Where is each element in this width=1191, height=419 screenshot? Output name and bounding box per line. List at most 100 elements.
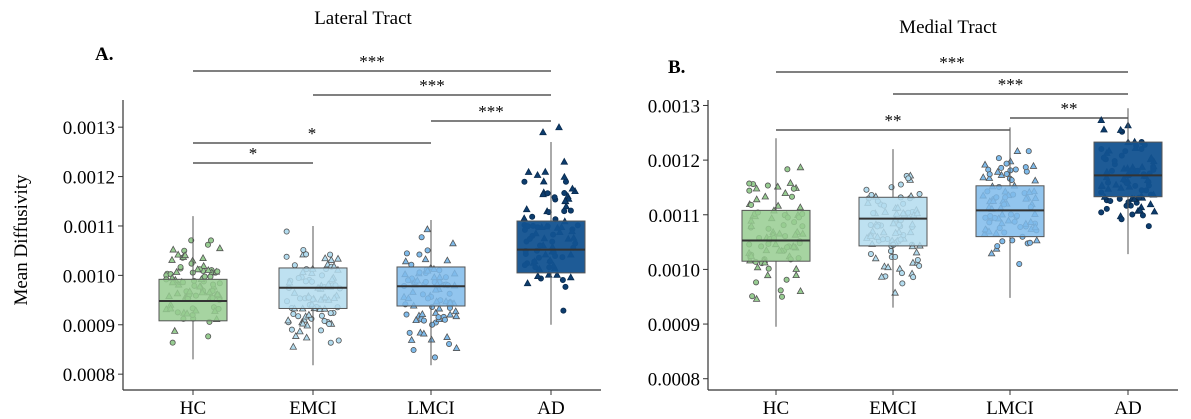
data-point	[551, 194, 558, 201]
data-point	[786, 178, 795, 186]
y-tick-label: 0.0008	[648, 370, 700, 391]
data-point	[781, 189, 790, 196]
data-point	[1103, 205, 1110, 212]
x-tick-label: EMCI	[289, 398, 337, 419]
data-point	[431, 308, 440, 316]
y-tick-label: 0.0010	[63, 266, 115, 287]
data-point	[792, 271, 801, 279]
data-point	[914, 256, 921, 263]
data-point	[778, 293, 785, 300]
data-point	[403, 311, 410, 318]
data-point	[283, 228, 290, 235]
data-point	[998, 164, 1005, 171]
data-point	[792, 264, 801, 272]
y-tick-label: 0.0011	[63, 217, 115, 238]
data-point	[777, 287, 784, 294]
data-point	[995, 155, 1002, 162]
data-point	[887, 248, 894, 255]
data-point	[452, 312, 461, 320]
data-point	[327, 255, 336, 263]
data-point	[788, 193, 795, 200]
data-point	[559, 277, 566, 284]
data-point	[214, 268, 221, 275]
data-point	[1116, 125, 1125, 133]
data-point	[524, 167, 533, 175]
data-point	[979, 173, 988, 181]
data-point	[993, 167, 1002, 175]
data-point	[899, 280, 906, 287]
data-point	[1025, 148, 1032, 155]
data-point	[431, 354, 438, 361]
data-point	[201, 273, 208, 280]
data-point	[790, 185, 797, 192]
x-tick-label: LMCI	[407, 398, 455, 419]
data-point	[523, 279, 532, 287]
y-tick-label: 0.0013	[63, 118, 115, 139]
data-point	[763, 271, 772, 279]
y-tick-label: 0.0012	[63, 168, 115, 189]
data-point	[544, 270, 553, 278]
data-point	[520, 214, 529, 222]
data-point	[429, 321, 436, 328]
data-point	[541, 167, 550, 175]
data-point	[752, 294, 761, 302]
data-point	[204, 265, 213, 273]
data-point	[199, 261, 208, 269]
data-point	[424, 247, 431, 254]
data-point	[999, 238, 1006, 245]
data-point	[561, 196, 570, 204]
data-point	[752, 195, 761, 203]
significance-label: **	[885, 111, 902, 130]
data-point	[562, 178, 569, 185]
data-point	[796, 203, 805, 211]
data-point	[746, 187, 753, 194]
data-point	[410, 347, 417, 354]
data-point	[560, 307, 567, 314]
data-point	[406, 329, 413, 336]
data-point	[1136, 206, 1144, 214]
y-tick-label: 0.0010	[648, 260, 700, 281]
data-point	[521, 178, 528, 185]
data-point	[783, 276, 790, 283]
data-point	[753, 279, 760, 286]
data-point	[321, 254, 330, 262]
data-point	[1012, 166, 1019, 173]
data-point	[1146, 200, 1155, 208]
x-tick-label: LMCI	[986, 398, 1034, 419]
data-point	[169, 339, 176, 346]
data-point	[420, 317, 427, 324]
data-point	[207, 273, 214, 280]
data-point	[443, 332, 451, 340]
x-tick-label: EMCI	[869, 398, 917, 419]
data-point	[327, 251, 334, 258]
data-point	[897, 181, 904, 188]
data-point	[1029, 161, 1038, 169]
data-point	[898, 270, 905, 277]
data-point	[1118, 216, 1125, 223]
data-point	[327, 310, 334, 317]
data-point	[284, 316, 293, 324]
data-point	[529, 213, 536, 220]
data-point	[318, 312, 325, 319]
data-point	[909, 258, 917, 266]
x-tick-label: HC	[763, 398, 789, 419]
data-point	[302, 333, 311, 341]
axes: 0.0008 0.0009 0.0010 0.0011 0.0012 0.0013 HC EM…	[63, 100, 601, 419]
data-point	[296, 327, 304, 335]
data-point	[170, 326, 179, 334]
data-point	[423, 225, 432, 233]
data-point	[568, 184, 577, 192]
panel-lateral-tract: Lateral Tract A. *********** 0.00080.000…	[63, 8, 601, 419]
data-point	[884, 263, 892, 271]
data-point	[1098, 209, 1105, 216]
data-point	[539, 177, 548, 185]
panel-label: B.	[668, 57, 685, 78]
y-tick-label: 0.0009	[648, 315, 700, 336]
data-point	[561, 208, 568, 215]
x-tick-label: HC	[180, 398, 206, 419]
data-point	[207, 237, 214, 244]
data-point	[1150, 207, 1159, 215]
data-point	[796, 163, 805, 171]
data-point	[1031, 176, 1040, 184]
